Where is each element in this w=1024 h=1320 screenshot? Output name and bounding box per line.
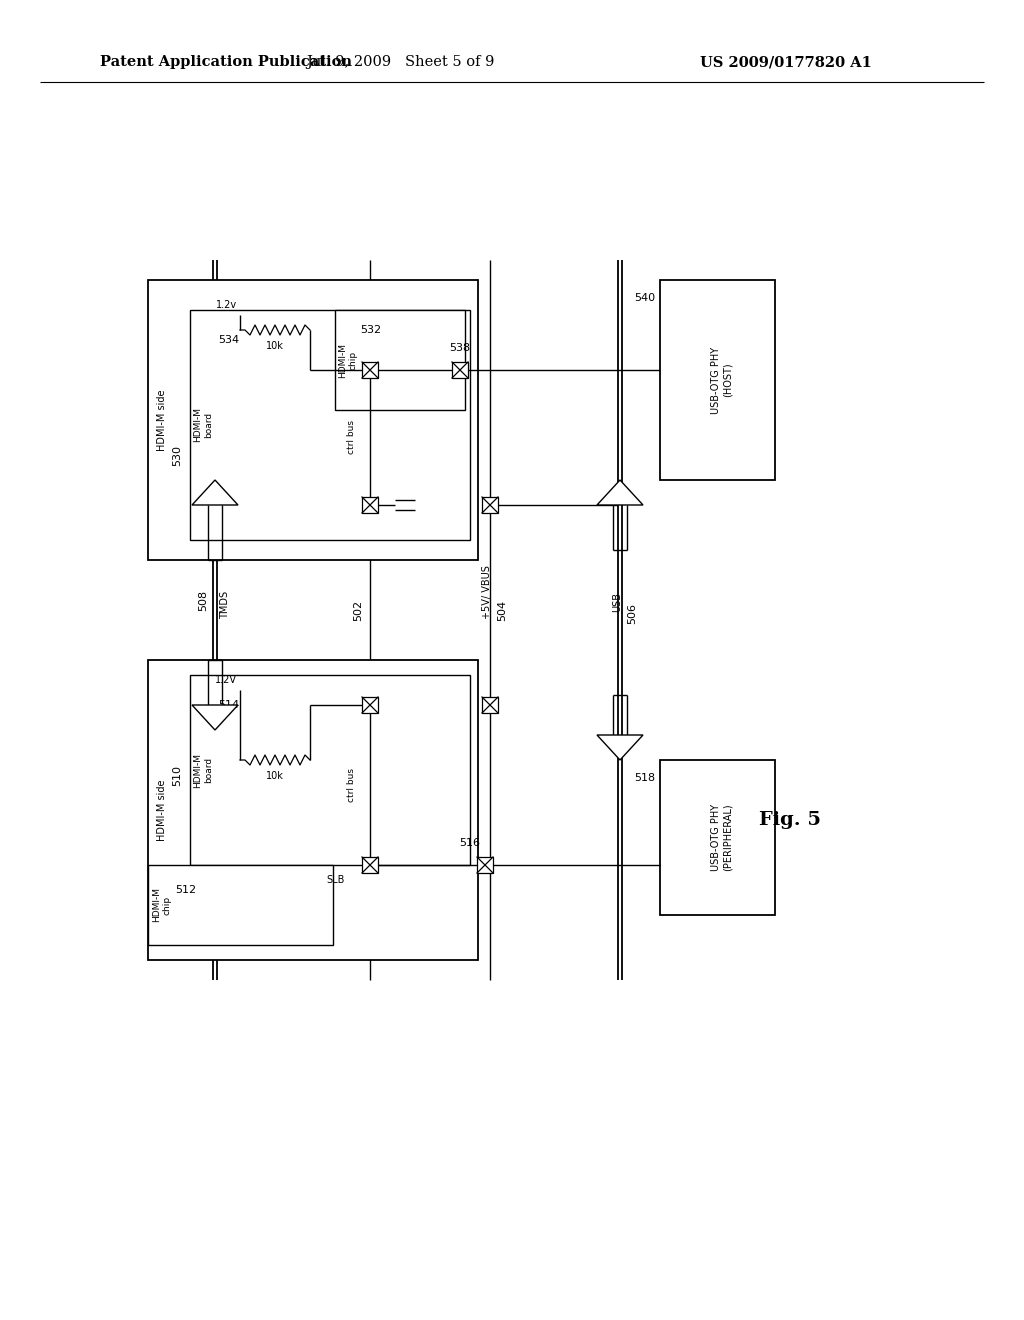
Text: ctrl bus: ctrl bus <box>347 420 356 454</box>
Text: HDMI-M
chip: HDMI-M chip <box>153 887 172 923</box>
Polygon shape <box>597 480 643 506</box>
Text: 538: 538 <box>450 343 471 352</box>
Text: 502: 502 <box>353 599 362 620</box>
Text: Patent Application Publication: Patent Application Publication <box>100 55 352 69</box>
Bar <box>335 310 465 411</box>
Text: 514: 514 <box>218 700 240 710</box>
Bar <box>148 660 478 960</box>
Bar <box>190 310 470 540</box>
Text: 512: 512 <box>175 884 197 895</box>
Text: 530: 530 <box>172 445 182 466</box>
Text: 518: 518 <box>634 774 655 783</box>
Text: 506: 506 <box>627 602 637 623</box>
Polygon shape <box>193 705 238 730</box>
Text: 1.2v: 1.2v <box>216 300 237 310</box>
Text: SLB: SLB <box>327 875 345 884</box>
Text: 1.2V: 1.2V <box>215 675 237 685</box>
Text: 10k: 10k <box>266 771 284 781</box>
Text: Jul. 9, 2009   Sheet 5 of 9: Jul. 9, 2009 Sheet 5 of 9 <box>306 55 495 69</box>
Text: +5V/ VBUS: +5V/ VBUS <box>482 565 492 619</box>
Bar <box>148 280 478 560</box>
Text: HDMI-M
board: HDMI-M board <box>194 408 213 442</box>
Text: HDMI-M
board: HDMI-M board <box>194 752 213 788</box>
Text: HDMI-M
chip: HDMI-M chip <box>338 342 357 378</box>
Text: 534: 534 <box>218 335 240 345</box>
Bar <box>660 280 775 480</box>
Bar <box>190 675 470 865</box>
Bar <box>362 362 378 378</box>
Text: 10k: 10k <box>266 341 284 351</box>
Text: USB-OTG PHY
(HOST): USB-OTG PHY (HOST) <box>712 346 733 413</box>
Polygon shape <box>193 480 238 506</box>
Text: 504: 504 <box>497 599 507 620</box>
Bar <box>148 865 333 945</box>
Text: 510: 510 <box>172 764 182 785</box>
Bar <box>477 857 493 873</box>
Bar <box>482 697 498 713</box>
Text: US 2009/0177820 A1: US 2009/0177820 A1 <box>700 55 871 69</box>
Bar <box>362 697 378 713</box>
Text: Fig. 5: Fig. 5 <box>759 810 821 829</box>
Text: 540: 540 <box>634 293 655 304</box>
Text: HDMI-M side: HDMI-M side <box>157 389 167 450</box>
Text: 508: 508 <box>198 590 208 611</box>
Text: USB: USB <box>612 591 622 612</box>
Text: TMDS: TMDS <box>220 591 230 619</box>
Text: HDMI-M side: HDMI-M side <box>157 779 167 841</box>
Bar <box>362 857 378 873</box>
Polygon shape <box>597 735 643 760</box>
Text: 516: 516 <box>460 838 480 847</box>
Bar <box>482 498 498 513</box>
Bar <box>660 760 775 915</box>
Bar <box>452 362 468 378</box>
Text: 532: 532 <box>360 325 381 335</box>
Text: USB-OTG PHY
(PERIPHERAL): USB-OTG PHY (PERIPHERAL) <box>712 803 733 871</box>
Text: ctrl bus: ctrl bus <box>347 768 356 803</box>
Bar <box>362 498 378 513</box>
